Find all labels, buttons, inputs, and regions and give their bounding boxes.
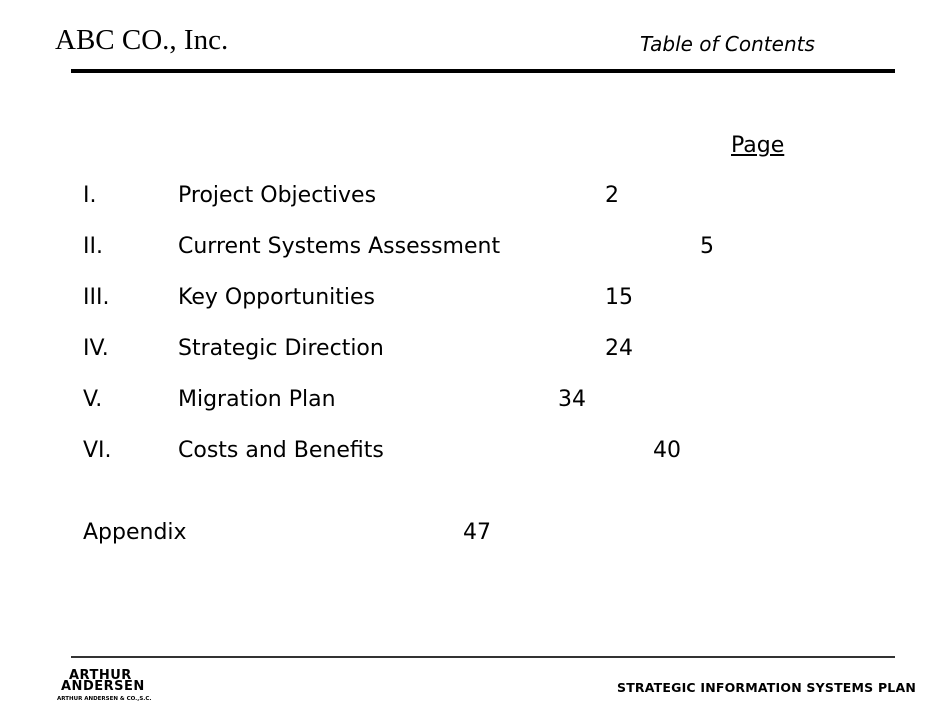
toc-entry-title: Migration Plan — [178, 387, 336, 412]
appendix-page: 47 — [463, 520, 491, 545]
toc-entry-title: Key Opportunities — [178, 285, 375, 310]
toc-entry-page: 40 — [653, 438, 681, 463]
logo-line-2: ANDERSEN — [61, 679, 145, 694]
toc-entry-page: 5 — [700, 234, 714, 259]
footer-divider — [71, 656, 895, 658]
toc-entry-title: Costs and Benefits — [178, 438, 384, 463]
toc-entry-number: IV. — [83, 336, 109, 361]
page-column-header: Page — [731, 133, 785, 158]
appendix-title: Appendix — [83, 520, 187, 545]
toc-entry-number: VI. — [83, 438, 112, 463]
company-name: ABC CO., Inc. — [55, 24, 229, 56]
toc-entry-number: II. — [83, 234, 103, 259]
toc-entry-page: 34 — [558, 387, 586, 412]
document-title: Table of Contents — [640, 32, 815, 56]
arthur-andersen-logo: ARTHUR ANDERSEN ARTHUR ANDERSEN & CO.,S.… — [57, 668, 167, 708]
logo-line-1: ARTHUR — [69, 668, 132, 683]
toc-entry: II. Current Systems Assessment 5 — [0, 234, 950, 264]
toc-entry-page: 15 — [605, 285, 633, 310]
toc-entry-title: Project Objectives — [178, 183, 377, 208]
toc-entry-page: 2 — [605, 183, 619, 208]
toc-entry-number: I. — [83, 183, 97, 208]
toc-entry: IV. Strategic Direction 24 — [0, 336, 950, 366]
toc-entry: VI. Costs and Benefits 40 — [0, 438, 950, 468]
toc-entry: III. Key Opportunities 15 — [0, 285, 950, 315]
footer-plan-title: STRATEGIC INFORMATION SYSTEMS PLAN — [617, 680, 916, 695]
toc-entry-title: Strategic Direction — [178, 336, 384, 361]
toc-entry-title: Current Systems Assessment — [178, 234, 501, 259]
toc-entry: I. Project Objectives 2 — [0, 183, 950, 213]
header-divider — [71, 69, 895, 73]
toc-entry: V. Migration Plan 34 — [0, 387, 950, 417]
toc-entry-number: V. — [83, 387, 103, 412]
toc-entry-number: III. — [83, 285, 110, 310]
logo-line-3: ARTHUR ANDERSEN & CO.,S.C. — [57, 696, 152, 702]
toc-entry-page: 24 — [605, 336, 633, 361]
